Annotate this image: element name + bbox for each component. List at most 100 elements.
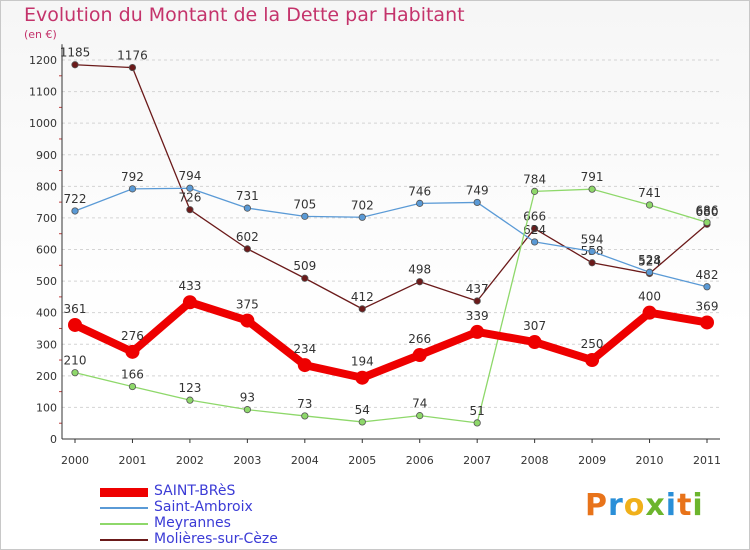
data-point-saint-ambroix <box>186 184 194 192</box>
data-point-saint-ambroix <box>243 204 251 212</box>
data-label-meyrannes: 54 <box>355 403 370 417</box>
data-point-saint-ambroix <box>358 213 366 221</box>
y-tick-label: 700 <box>36 212 57 225</box>
data-label-saint-ambroix: 722 <box>64 192 87 206</box>
data-label-meyrannes: 51 <box>470 404 485 418</box>
x-tick-label: 2010 <box>636 454 664 467</box>
data-point-saint-br-s <box>412 347 427 362</box>
y-tick-label: 300 <box>36 338 57 351</box>
data-point-moli-res-sur-c-ze <box>243 245 251 253</box>
data-point-meyrannes <box>416 412 424 420</box>
data-label-meyrannes: 784 <box>523 172 546 186</box>
data-label-saint-br-s: 361 <box>64 302 87 316</box>
data-point-moli-res-sur-c-ze <box>531 225 539 233</box>
data-point-saint-ambroix <box>416 199 424 207</box>
data-point-saint-ambroix <box>588 247 596 255</box>
data-point-saint-ambroix <box>473 198 481 207</box>
legend-label-saint-bres: SAINT-BRèS <box>154 483 236 499</box>
data-point-saint-ambroix <box>645 268 654 276</box>
data-point-moli-res-sur-c-ze <box>416 278 424 286</box>
data-point-meyrannes <box>128 382 137 391</box>
proxiti-logo: Proxiti <box>585 488 704 523</box>
data-point-saint-br-s <box>700 315 714 330</box>
data-label-saint-br-s: 194 <box>351 355 374 369</box>
x-tick-label: 2001 <box>118 454 146 467</box>
data-point-saint-br-s <box>240 313 255 328</box>
data-label-saint-br-s: 234 <box>293 342 316 356</box>
data-label-saint-ambroix: 731 <box>236 189 259 203</box>
data-point-moli-res-sur-c-ze <box>473 297 481 305</box>
data-point-saint-br-s <box>527 335 542 350</box>
data-label-moli-res-sur-c-ze: 412 <box>351 290 374 304</box>
data-label-moli-res-sur-c-ze: 524 <box>638 255 661 269</box>
data-point-saint-br-s <box>182 295 197 310</box>
series-line-saint-ambroix <box>74 187 708 288</box>
data-point-moli-res-sur-c-ze <box>71 61 79 69</box>
x-tick-label: 2000 <box>61 454 89 467</box>
data-label-saint-ambroix: 594 <box>581 232 604 246</box>
data-label-saint-br-s: 339 <box>466 309 489 323</box>
data-label-saint-br-s: 375 <box>236 298 259 312</box>
data-label-moli-res-sur-c-ze: 1176 <box>117 49 148 63</box>
data-label-saint-br-s: 433 <box>178 279 201 293</box>
data-point-saint-br-s <box>68 317 82 332</box>
data-label-saint-ambroix: 705 <box>293 197 316 211</box>
legend-label-meyrannes: Meyrannes <box>154 515 231 531</box>
data-point-meyrannes <box>301 412 309 420</box>
data-point-meyrannes <box>243 406 251 414</box>
data-label-saint-ambroix: 749 <box>466 183 489 197</box>
x-tick-label: 2008 <box>521 454 549 467</box>
data-label-meyrannes: 686 <box>696 203 719 217</box>
x-tick-label: 2003 <box>233 454 261 467</box>
data-label-saint-ambroix: 794 <box>178 169 201 183</box>
y-tick-label: 1100 <box>29 86 57 99</box>
data-point-meyrannes <box>358 418 366 426</box>
logo-letter: P <box>585 488 608 523</box>
legend-label-molieres: Molières-sur-Cèze <box>154 531 278 547</box>
x-tick-label: 2002 <box>176 454 204 467</box>
data-point-meyrannes <box>703 218 711 226</box>
data-label-meyrannes: 166 <box>121 368 144 382</box>
logo-letter: i <box>665 488 678 523</box>
data-label-moli-res-sur-c-ze: 680 <box>696 205 719 219</box>
data-point-meyrannes <box>645 201 654 209</box>
data-label-meyrannes: 93 <box>240 391 255 405</box>
y-tick-label: 1200 <box>29 54 57 67</box>
data-point-moli-res-sur-c-ze <box>588 259 596 267</box>
y-tick-label: 200 <box>36 370 57 383</box>
series-line-moli-res-sur-c-ze <box>74 64 708 310</box>
legend-swatch-saint-ambroix <box>100 507 148 509</box>
data-label-saint-br-s: 400 <box>638 290 661 304</box>
x-tick-label: 2011 <box>693 454 721 467</box>
x-tick-label: 2004 <box>291 454 319 467</box>
data-label-saint-ambroix: 746 <box>408 184 431 198</box>
y-tick-label: 600 <box>36 244 57 257</box>
logo-letter: i <box>692 488 704 523</box>
data-label-meyrannes: 73 <box>297 397 312 411</box>
data-label-saint-ambroix: 702 <box>351 198 374 212</box>
legend-swatch-molieres <box>100 539 148 541</box>
logo-letter: t <box>677 488 693 523</box>
series-line-meyrannes <box>74 188 708 424</box>
data-label-meyrannes: 741 <box>638 186 661 200</box>
data-point-saint-br-s <box>585 353 600 368</box>
data-point-saint-br-s <box>470 324 485 339</box>
chart-unit: (en €) <box>24 28 57 41</box>
y-tick-label: 800 <box>36 180 57 193</box>
data-point-meyrannes <box>588 185 596 193</box>
y-tick-label: 100 <box>36 401 57 414</box>
data-point-saint-ambroix <box>703 283 711 291</box>
data-point-saint-br-s <box>355 370 370 385</box>
data-label-moli-res-sur-c-ze: 437 <box>466 282 489 296</box>
data-point-saint-br-s <box>125 344 140 359</box>
data-label-saint-ambroix: 792 <box>121 170 144 184</box>
data-point-meyrannes <box>473 419 481 427</box>
x-tick-label: 2007 <box>463 454 491 467</box>
data-point-meyrannes <box>71 369 79 377</box>
data-label-moli-res-sur-c-ze: 726 <box>178 191 201 205</box>
data-point-saint-ambroix <box>71 207 79 215</box>
x-tick-label: 2005 <box>348 454 376 467</box>
data-point-moli-res-sur-c-ze <box>301 274 309 282</box>
data-label-saint-ambroix: 482 <box>696 268 719 282</box>
y-tick-label: 900 <box>36 149 57 162</box>
